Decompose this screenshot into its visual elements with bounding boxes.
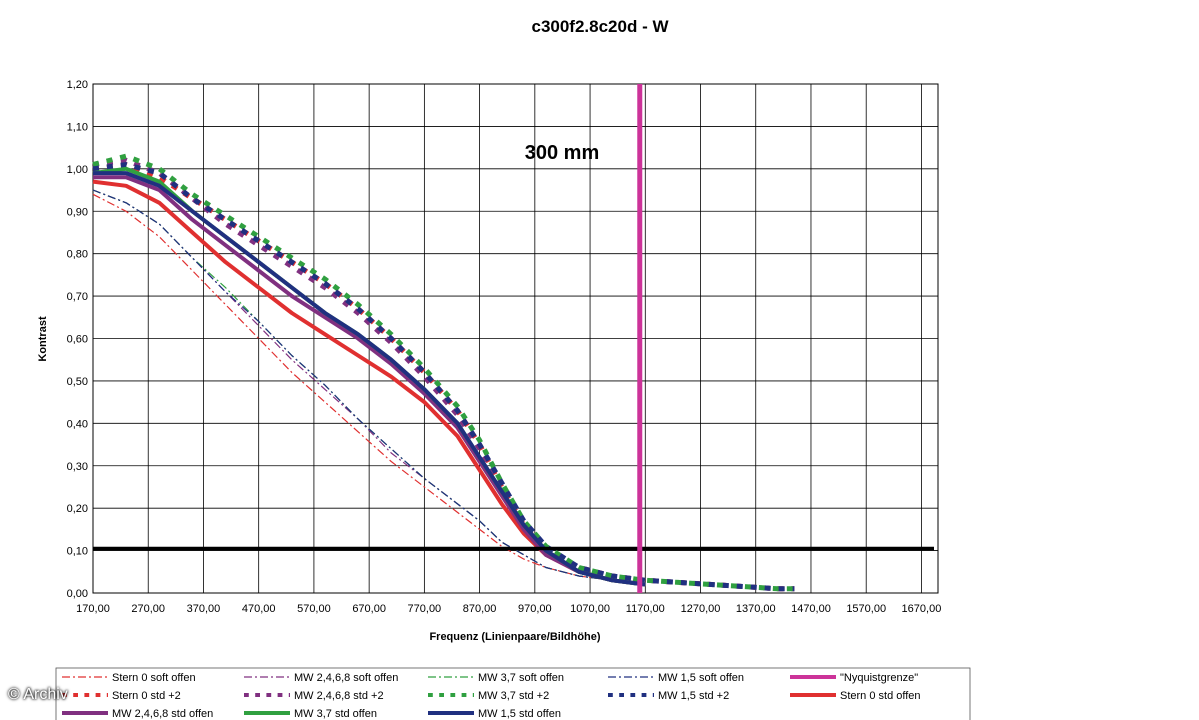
tick-labels: 0,00 0,10 0,20 0,30 0,40 0,50 0,60 0,70 0,80 0,90… [67,79,942,615]
y-axis-label: Kontrast [37,316,49,362]
series-layer [92,153,795,592]
legend-label: MW 1,5 std offen [478,708,561,720]
y-tick-label: 0,70 [67,291,88,303]
x-tick-label: 170,00 [76,603,110,615]
x-tick-label: 1070,00 [570,603,610,615]
x-tick-label: 870,00 [463,603,497,615]
x-tick-label: 1670,00 [902,603,942,615]
x-tick-label: 1570,00 [846,603,886,615]
x-tick-label: 1370,00 [736,603,776,615]
x-tick-label: 270,00 [131,603,165,615]
y-tick-label: 0,00 [67,588,88,600]
x-tick-label: 1270,00 [681,603,721,615]
chart-annotation: 300 mm [525,142,600,164]
x-tick-label: 670,00 [352,603,386,615]
legend-label: MW 1,5 std +2 [658,690,729,702]
legend-label: MW 2,4,6,8 soft offen [294,672,398,684]
x-tick-label: 1170,00 [626,603,665,615]
series-line-6 [92,153,795,592]
legend-label: MW 3,7 std +2 [478,690,549,702]
y-tick-label: 1,20 [67,79,88,91]
legend-label: "Nyquistgrenze" [840,672,918,684]
x-tick-label: 1470,00 [791,603,831,615]
y-tick-label: 0,40 [67,418,88,430]
y-tick-label: 0,10 [67,546,88,558]
y-tick-label: 0,80 [67,249,88,261]
series-line-0 [92,193,646,586]
y-tick-label: 1,00 [67,164,88,176]
y-tick-label: 0,50 [67,376,88,388]
legend-label: MW 3,7 std offen [294,708,377,720]
x-tick-label: 470,00 [242,603,276,615]
legend-label: MW 1,5 soft offen [658,672,744,684]
legend-label: MW 2,4,6,8 std offen [112,708,213,720]
y-tick-label: 0,30 [67,461,88,473]
y-tick-label: 0,60 [67,334,88,346]
y-tick-label: 0,90 [67,206,88,218]
x-tick-label: 570,00 [297,603,331,615]
legend-label: MW 2,4,6,8 std +2 [294,690,384,702]
x-tick-label: 770,00 [408,603,442,615]
legend: Stern 0 soft offen MW 2,4,6,8 soft offen M… [55,667,971,720]
series-line-11 [93,171,646,587]
x-tick-label: 970,00 [518,603,552,615]
legend-label: Stern 0 std offen [840,690,921,702]
y-tick-label: 1,10 [67,121,88,133]
series-line-9 [93,175,646,587]
reference-lines [93,84,934,593]
y-tick-label: 0,20 [67,503,88,515]
x-tick-label: 370,00 [187,603,221,615]
x-axis-label: Frequenz (Linienpaare/Bildhöhe) [429,631,600,643]
copyright-watermark: © Archiv [8,686,68,703]
chart-title: c300f2.8c20d - W [531,17,669,36]
series-line-3 [92,189,646,586]
legend-label: Stern 0 std +2 [112,690,181,702]
series-line-7 [92,162,795,592]
legend-label: MW 3,7 soft offen [478,672,564,684]
legend-label: Stern 0 soft offen [112,672,196,684]
